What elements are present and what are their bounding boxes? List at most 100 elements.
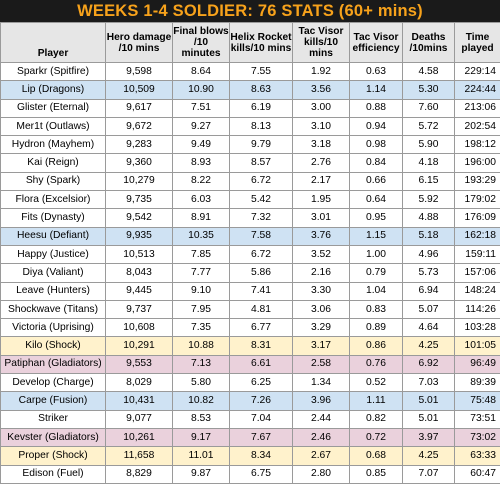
player-cell: Edison (Fuel) bbox=[1, 465, 106, 483]
player-cell: Proper (Shock) bbox=[1, 447, 106, 465]
final-blows-cell: 7.51 bbox=[173, 99, 230, 117]
deaths-cell: 7.03 bbox=[403, 374, 455, 392]
deaths-cell: 5.90 bbox=[403, 136, 455, 154]
helix-rocket-kills-cell: 8.34 bbox=[230, 447, 293, 465]
tac-visor-kills-cell: 3.29 bbox=[293, 319, 350, 337]
time-played-cell: 73:51 bbox=[455, 410, 500, 428]
final-blows-cell: 10.90 bbox=[173, 81, 230, 99]
final-blows-cell: 7.85 bbox=[173, 245, 230, 263]
deaths-cell: 3.97 bbox=[403, 428, 455, 446]
deaths-cell: 5.18 bbox=[403, 227, 455, 245]
hero-damage-cell: 9,283 bbox=[106, 136, 173, 154]
final-blows-cell: 9.10 bbox=[173, 282, 230, 300]
final-blows-cell: 11.01 bbox=[173, 447, 230, 465]
tac-visor-efficiency-cell: 1.00 bbox=[350, 245, 403, 263]
hero-damage-cell: 9,617 bbox=[106, 99, 173, 117]
hero-damage-cell: 11,658 bbox=[106, 447, 173, 465]
column-header-tac-visor-efficiency: Tac Visor efficiency bbox=[350, 23, 403, 63]
player-cell: Diya (Valiant) bbox=[1, 264, 106, 282]
helix-rocket-kills-cell: 7.55 bbox=[230, 63, 293, 81]
final-blows-cell: 7.95 bbox=[173, 300, 230, 318]
final-blows-cell: 10.88 bbox=[173, 337, 230, 355]
time-played-cell: 196:00 bbox=[455, 154, 500, 172]
hero-damage-cell: 10,261 bbox=[106, 428, 173, 446]
hero-damage-cell: 10,513 bbox=[106, 245, 173, 263]
tac-visor-kills-cell: 3.01 bbox=[293, 209, 350, 227]
tac-visor-efficiency-cell: 0.76 bbox=[350, 355, 403, 373]
helix-rocket-kills-cell: 6.72 bbox=[230, 245, 293, 263]
helix-rocket-kills-cell: 6.25 bbox=[230, 374, 293, 392]
final-blows-cell: 8.64 bbox=[173, 63, 230, 81]
helix-rocket-kills-cell: 6.75 bbox=[230, 465, 293, 483]
hero-damage-cell: 9,737 bbox=[106, 300, 173, 318]
helix-rocket-kills-cell: 7.04 bbox=[230, 410, 293, 428]
hero-damage-cell: 10,431 bbox=[106, 392, 173, 410]
final-blows-cell: 9.17 bbox=[173, 428, 230, 446]
final-blows-cell: 9.87 bbox=[173, 465, 230, 483]
tac-visor-efficiency-cell: 0.63 bbox=[350, 63, 403, 81]
tac-visor-efficiency-cell: 0.66 bbox=[350, 172, 403, 190]
player-cell: Leave (Hunters) bbox=[1, 282, 106, 300]
hero-damage-cell: 9,735 bbox=[106, 191, 173, 209]
final-blows-cell: 9.49 bbox=[173, 136, 230, 154]
tac-visor-kills-cell: 2.76 bbox=[293, 154, 350, 172]
column-header-player: Player bbox=[1, 23, 106, 63]
helix-rocket-kills-cell: 8.57 bbox=[230, 154, 293, 172]
helix-rocket-kills-cell: 5.42 bbox=[230, 191, 293, 209]
hero-damage-cell: 8,029 bbox=[106, 374, 173, 392]
player-cell: Striker bbox=[1, 410, 106, 428]
player-cell: Kevster (Gladiators) bbox=[1, 428, 106, 446]
tac-visor-efficiency-cell: 1.11 bbox=[350, 392, 403, 410]
tac-visor-efficiency-cell: 0.95 bbox=[350, 209, 403, 227]
time-played-cell: 63:33 bbox=[455, 447, 500, 465]
hero-damage-cell: 10,509 bbox=[106, 81, 173, 99]
hero-damage-cell: 9,445 bbox=[106, 282, 173, 300]
final-blows-cell: 9.27 bbox=[173, 117, 230, 135]
deaths-cell: 5.01 bbox=[403, 410, 455, 428]
hero-damage-cell: 9,598 bbox=[106, 63, 173, 81]
helix-rocket-kills-cell: 5.86 bbox=[230, 264, 293, 282]
tac-visor-kills-cell: 3.10 bbox=[293, 117, 350, 135]
tac-visor-kills-cell: 1.34 bbox=[293, 374, 350, 392]
deaths-cell: 6.92 bbox=[403, 355, 455, 373]
player-cell: Heesu (Defiant) bbox=[1, 227, 106, 245]
time-played-cell: 157:06 bbox=[455, 264, 500, 282]
deaths-cell: 7.60 bbox=[403, 99, 455, 117]
helix-rocket-kills-cell: 6.77 bbox=[230, 319, 293, 337]
helix-rocket-kills-cell: 8.13 bbox=[230, 117, 293, 135]
helix-rocket-kills-cell: 4.81 bbox=[230, 300, 293, 318]
tac-visor-efficiency-cell: 1.04 bbox=[350, 282, 403, 300]
time-played-cell: 176:09 bbox=[455, 209, 500, 227]
deaths-cell: 5.01 bbox=[403, 392, 455, 410]
player-cell: Fits (Dynasty) bbox=[1, 209, 106, 227]
helix-rocket-kills-cell: 7.58 bbox=[230, 227, 293, 245]
tac-visor-efficiency-cell: 0.85 bbox=[350, 465, 403, 483]
deaths-cell: 4.58 bbox=[403, 63, 455, 81]
player-cell: Sparkr (Spitfire) bbox=[1, 63, 106, 81]
helix-rocket-kills-cell: 9.79 bbox=[230, 136, 293, 154]
hero-damage-cell: 10,608 bbox=[106, 319, 173, 337]
tac-visor-efficiency-cell: 0.94 bbox=[350, 117, 403, 135]
hero-damage-cell: 8,043 bbox=[106, 264, 173, 282]
helix-rocket-kills-cell: 7.32 bbox=[230, 209, 293, 227]
tac-visor-efficiency-cell: 0.64 bbox=[350, 191, 403, 209]
column-header-time-played: Time played bbox=[455, 23, 500, 63]
tac-visor-kills-cell: 1.92 bbox=[293, 63, 350, 81]
deaths-cell: 6.94 bbox=[403, 282, 455, 300]
tac-visor-efficiency-cell: 0.82 bbox=[350, 410, 403, 428]
tac-visor-kills-cell: 3.00 bbox=[293, 99, 350, 117]
time-played-cell: 179:02 bbox=[455, 191, 500, 209]
